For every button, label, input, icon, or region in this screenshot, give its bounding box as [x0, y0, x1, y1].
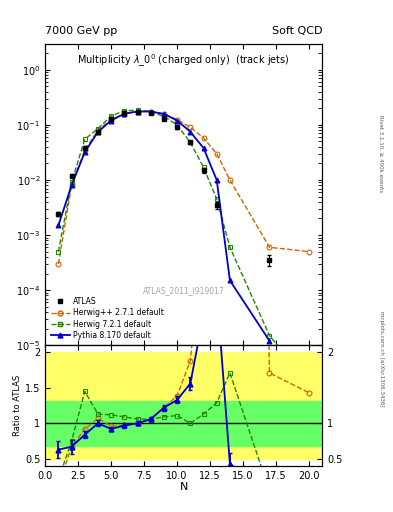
Bar: [45, 352, 322, 459]
Text: 7000 GeV pp: 7000 GeV pp: [45, 26, 118, 36]
Text: ATLAS_2011_I919017: ATLAS_2011_I919017: [143, 286, 225, 295]
Bar: [45, 400, 322, 446]
Text: Soft QCD: Soft QCD: [272, 26, 322, 36]
Text: Multiplicity $\lambda\_0^0$ (charged only)  (track jets): Multiplicity $\lambda\_0^0$ (charged onl…: [77, 53, 290, 69]
Y-axis label: Ratio to ATLAS: Ratio to ATLAS: [13, 375, 22, 436]
X-axis label: N: N: [180, 482, 188, 492]
Text: mcplots.cern.ch [arXiv:1306.3436]: mcplots.cern.ch [arXiv:1306.3436]: [379, 311, 384, 406]
Text: Rivet 3.1.10, ≥ 400k events: Rivet 3.1.10, ≥ 400k events: [379, 115, 384, 192]
Legend: ATLAS, Herwig++ 2.7.1 default, Herwig 7.2.1 default, Pythia 8.170 default: ATLAS, Herwig++ 2.7.1 default, Herwig 7.…: [49, 295, 165, 342]
